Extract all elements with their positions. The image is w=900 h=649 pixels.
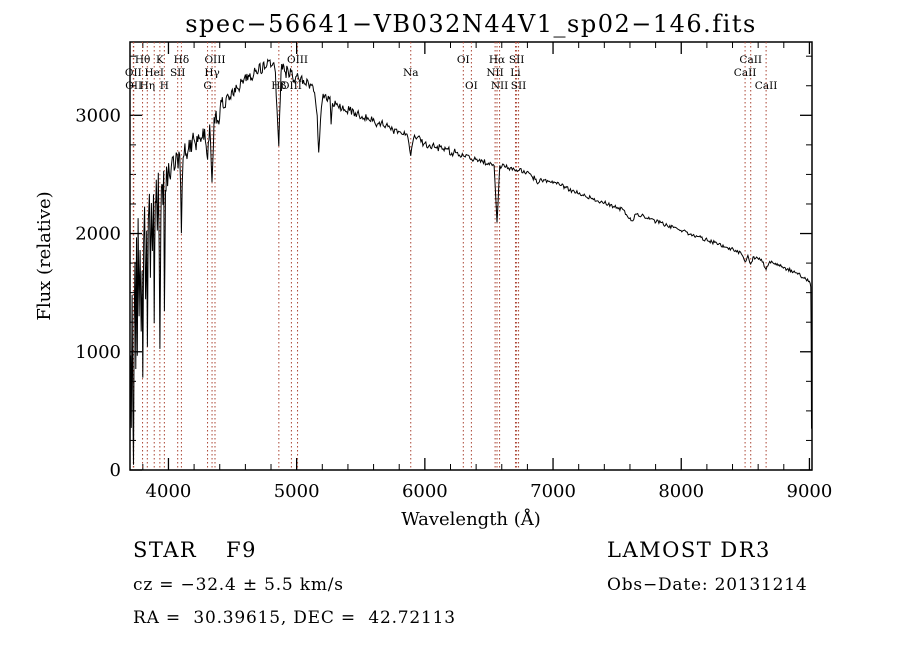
spectral-line-label-SII: SII xyxy=(511,80,527,92)
cz-value: cz = −32.4 ± 5.5 km/s xyxy=(133,575,344,595)
spectral-line-label-H: H xyxy=(160,80,169,92)
spectral-line-label-SII: SII xyxy=(509,54,525,66)
spectral-lines-layer xyxy=(132,42,767,470)
spectral-line-label-NII: NII xyxy=(486,67,503,79)
spectral-line-label-HeI: HeI xyxy=(144,67,164,79)
spectral-line-label-Hδ: Hδ xyxy=(174,54,189,66)
x-tick-label: 7000 xyxy=(530,481,576,502)
spectral-line-label-OI: OI xyxy=(465,80,478,92)
spectral-line-label-Na: Na xyxy=(403,67,418,79)
spectrum-curve-layer xyxy=(129,58,812,465)
x-tick-label: 5000 xyxy=(274,481,320,502)
spectral-line-label-Hβ: Hβ xyxy=(271,80,286,92)
obs-date: Obs−Date: 20131214 xyxy=(607,575,808,595)
x-tick-label: 4000 xyxy=(146,481,192,502)
object-class: STAR xyxy=(133,538,197,562)
x-axis-label: Wavelength (Å) xyxy=(401,508,541,530)
spectral-line-label-Hη: Hη xyxy=(140,80,155,92)
spectral-line-label-CaII: CaII xyxy=(734,67,757,79)
spectral-line-label-CaII: CaII xyxy=(755,80,778,92)
spectral-line-labels-layer: OIIOIIHθHηHeIKHSIIHδGHγOIIIHβOIIIOIIINaO… xyxy=(125,54,778,92)
spectral-line-label-Hγ: Hγ xyxy=(204,67,219,79)
spectral-line-label-G: G xyxy=(203,80,211,92)
x-tick-label: 9000 xyxy=(787,481,833,502)
spectral-line-label-Hα: Hα xyxy=(489,54,505,66)
spectral-line-label-OI: OI xyxy=(457,54,470,66)
object-subclass: F9 xyxy=(226,538,257,562)
y-tick-label: 3000 xyxy=(75,105,121,126)
x-tick-label: 8000 xyxy=(658,481,704,502)
y-axis-label: Flux (relative) xyxy=(34,191,55,320)
spectral-line-label-NII: NII xyxy=(491,80,508,92)
y-tick-label: 1000 xyxy=(75,342,121,363)
spectral-line-label-Li: Li xyxy=(510,67,521,79)
spectral-line-label-OIII: OIII xyxy=(287,54,308,66)
plot-title: spec−56641−VB032N44V1_sp02−146.fits xyxy=(185,10,757,38)
spectral-line-label-OII: OII xyxy=(125,67,142,79)
survey-release: LAMOST DR3 xyxy=(607,538,771,562)
y-tick-label: 0 xyxy=(110,460,121,481)
spectral-line-label-SII: SII xyxy=(170,67,186,79)
plot-frame-layer: 4000 5000 6000 7000 8000 9000 0 1000 2000 3000 xyxy=(75,41,833,502)
spectral-line-label-OII: OII xyxy=(125,80,142,92)
y-tick-label: 2000 xyxy=(75,224,121,245)
spectral-line-label-Hθ: Hθ xyxy=(135,54,150,66)
spectral-line-label-CaII: CaII xyxy=(739,54,762,66)
x-tick-label: 6000 xyxy=(402,481,448,502)
spectral-line-label-OIII: OIII xyxy=(204,54,225,66)
ra-dec-value: RA = 30.39615, DEC = 42.72113 xyxy=(133,608,456,628)
spectrum-curve xyxy=(129,58,812,465)
spectral-line-label-K: K xyxy=(156,54,164,66)
spectral-line-label-OIII: OIII xyxy=(281,80,302,92)
